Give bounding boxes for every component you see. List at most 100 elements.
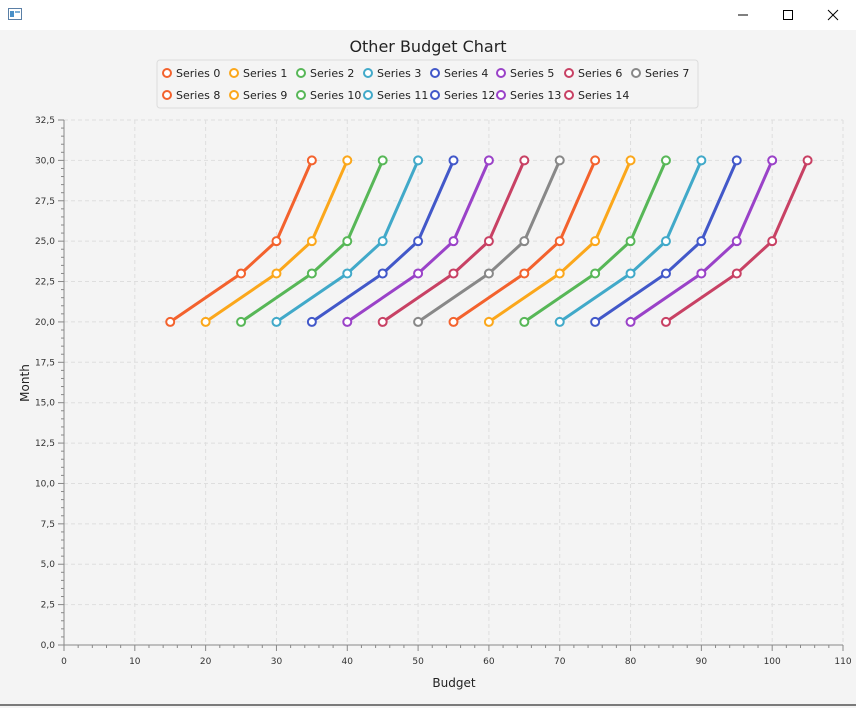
series-line [629,159,774,324]
legend-item: Series 4 [430,67,488,80]
y-tick-label: 12,5 [35,439,55,449]
axes: 0 10 20 30 40 50 60 70 80 90 100 110 0,0 2,5 5,0 7,5 10,… [35,116,852,667]
data-point [660,155,671,166]
series-line [417,159,562,324]
maximize-button[interactable] [765,0,811,30]
x-tick-label: 50 [412,657,424,667]
legend-label: Series 7 [645,67,689,80]
y-tick-label: 10,0 [35,479,55,489]
window-titlebar [0,0,856,30]
y-tick-label: 15,0 [35,399,55,409]
data-point [306,268,317,279]
legend-label: Series 11 [377,89,428,102]
data-point [660,316,671,327]
series-line [523,159,668,324]
data-point [519,268,530,279]
data-point [413,236,424,247]
legend-label: Series 0 [176,67,220,80]
series-line [240,159,385,324]
series-8 [448,155,601,327]
legend-item: Series 3 [363,67,421,80]
close-button[interactable] [810,0,856,30]
data-point [448,155,459,166]
data-point [342,268,353,279]
legend-label: Series 12 [444,89,495,102]
plot-series [165,155,813,327]
data-point [200,316,211,327]
y-tick-label: 2,5 [41,601,55,611]
legend-marker [363,68,373,78]
x-tick-label: 70 [554,657,566,667]
series-7 [413,155,565,327]
data-point [377,236,388,247]
legend-item: Series 6 [564,67,622,80]
data-point [590,268,601,279]
data-point [448,316,459,327]
data-point [696,268,707,279]
data-point [377,316,388,327]
series-line [452,159,597,324]
data-point [590,236,601,247]
x-tick-label: 100 [764,657,781,667]
data-point [625,316,636,327]
data-point [413,316,424,327]
grid [64,119,844,645]
data-point [554,316,565,327]
legend-item: Series 10 [296,89,361,102]
data-point [413,268,424,279]
data-point [767,236,778,247]
y-tick-label: 17,5 [35,358,55,368]
x-tick-label: 30 [271,657,283,667]
data-point [448,268,459,279]
data-point [483,316,494,327]
series-line [665,159,809,324]
legend-label: Series 3 [377,67,421,80]
data-point [519,236,530,247]
series-10 [519,155,671,327]
legend-marker [564,68,574,78]
data-point [483,236,494,247]
series-6 [377,155,530,327]
data-point [625,236,636,247]
series-line [381,159,526,324]
series-line [275,159,420,324]
y-tick-label: 5,0 [41,560,56,570]
data-point [519,155,530,166]
data-point [483,268,494,279]
minimize-button[interactable] [720,0,766,30]
series-line [169,159,314,324]
y-axis-label: Month [18,364,32,402]
data-point [625,268,636,279]
data-point [554,155,565,166]
data-point [519,316,530,327]
legend-label: Series 8 [176,89,220,102]
data-point [731,155,742,166]
legend-item: Series 14 [564,89,629,102]
series-11 [554,155,707,327]
legend-label: Series 10 [310,89,361,102]
y-tick-label: 25,0 [35,237,55,247]
y-tick-label: 32,5 [35,116,55,126]
series-line [311,159,455,324]
legend-box [156,59,699,109]
legend-item: Series 9 [229,89,287,102]
legend-label: Series 2 [310,67,354,80]
legend-item: Series 8 [162,89,220,102]
legend-label: Series 1 [243,67,287,80]
data-point [306,236,317,247]
series-5 [342,155,494,327]
legend-item: Series 2 [296,67,354,80]
x-tick-label: 80 [625,657,637,667]
data-point [625,155,636,166]
series-line [558,159,703,324]
series-4 [306,155,459,327]
maximize-icon [783,10,793,20]
close-icon [827,9,839,21]
chart-area: Other Budget Chart Series 0 Series 1 Serie… [0,30,856,704]
series-line [594,159,739,324]
data-point [731,236,742,247]
data-point [236,268,247,279]
legend-marker [631,68,641,78]
data-point [306,316,317,327]
data-point [236,316,247,327]
